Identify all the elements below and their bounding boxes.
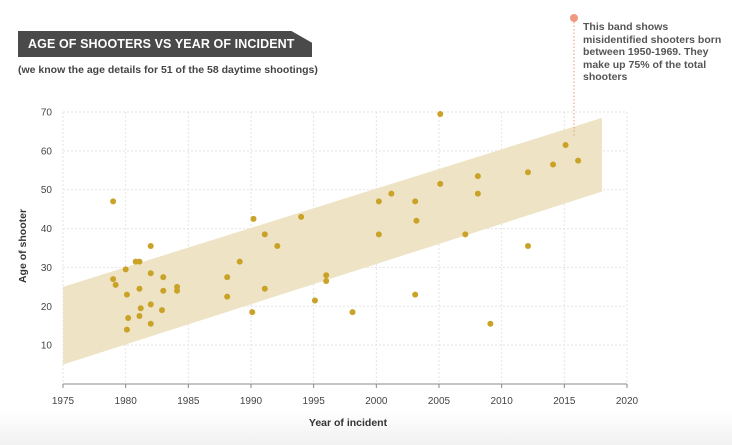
chart-subtitle: (we know the age details for 51 of the 5… <box>18 64 318 76</box>
data-point <box>136 258 143 265</box>
data-point <box>137 305 144 312</box>
annotation-layer <box>570 14 578 136</box>
data-point <box>474 173 481 180</box>
data-point <box>112 281 119 288</box>
data-point <box>249 309 256 316</box>
data-point <box>274 243 281 250</box>
x-tick-label: 2000 <box>365 396 388 407</box>
data-point <box>412 198 419 205</box>
data-point <box>524 243 531 250</box>
chart-title: AGE OF SHOOTERS VS YEAR OF INCIDENT <box>28 37 295 51</box>
data-point <box>147 301 154 308</box>
x-axis-title: Year of incident <box>309 417 388 429</box>
y-tick-label: 30 <box>41 263 53 274</box>
y-tick-label: 60 <box>41 146 53 157</box>
data-point <box>474 190 481 197</box>
data-point <box>147 270 154 277</box>
x-tick-label: 2005 <box>428 396 451 407</box>
data-point <box>311 297 318 304</box>
y-tick-label: 70 <box>41 108 53 119</box>
y-axis-title: Age of shooter <box>17 209 29 283</box>
data-point <box>261 285 268 292</box>
y-tick-label: 50 <box>41 185 53 196</box>
data-point <box>110 276 117 283</box>
data-point <box>412 291 419 298</box>
x-tick-label: 2020 <box>616 396 639 407</box>
data-point <box>413 217 420 224</box>
annotation-marker <box>570 14 578 22</box>
axis-layer: 1975 1980 1985 1990 1995 2000 2005 2010 2015 2020… <box>41 108 639 408</box>
data-point <box>487 320 494 327</box>
y-tick-label: 10 <box>41 341 53 352</box>
data-point <box>224 274 231 281</box>
data-point <box>123 326 130 333</box>
data-point <box>323 278 330 285</box>
data-point <box>224 293 231 300</box>
x-tick-label: 1975 <box>52 396 75 407</box>
data-point <box>437 180 444 187</box>
data-point <box>136 285 143 292</box>
data-point <box>575 157 582 164</box>
data-point <box>375 231 382 238</box>
points-layer <box>110 110 582 333</box>
data-point <box>261 231 268 238</box>
x-tick-label: 2015 <box>553 396 576 407</box>
data-point <box>550 161 557 168</box>
data-point <box>160 287 167 294</box>
data-point <box>250 215 257 222</box>
data-point <box>437 110 444 117</box>
data-point <box>174 287 181 294</box>
x-tick-label: 1985 <box>177 396 200 407</box>
data-point <box>125 314 132 321</box>
data-point <box>159 307 166 314</box>
data-point <box>147 243 154 250</box>
x-tick-label: 2010 <box>491 396 514 407</box>
x-tick-label: 1990 <box>240 396 263 407</box>
data-point <box>375 198 382 205</box>
data-point <box>462 231 469 238</box>
data-point <box>349 309 356 316</box>
band-layer <box>63 117 602 365</box>
data-point <box>123 291 130 298</box>
y-tick-label: 20 <box>41 302 53 313</box>
data-point <box>110 198 117 205</box>
data-point <box>160 274 167 281</box>
title-banner <box>18 31 312 57</box>
data-point <box>562 142 569 149</box>
data-point <box>136 313 143 319</box>
band-annotation: This band shows misidentified shooters b… <box>583 21 722 83</box>
data-point <box>298 213 305 220</box>
data-point <box>236 258 243 265</box>
data-point <box>388 190 395 197</box>
data-point <box>122 266 129 273</box>
data-point <box>147 320 154 327</box>
y-tick-label: 40 <box>41 224 53 235</box>
x-tick-label: 1980 <box>115 396 138 407</box>
x-tick-label: 1995 <box>303 396 326 407</box>
data-point <box>323 272 330 279</box>
data-point <box>524 169 531 176</box>
age-band <box>63 117 602 365</box>
